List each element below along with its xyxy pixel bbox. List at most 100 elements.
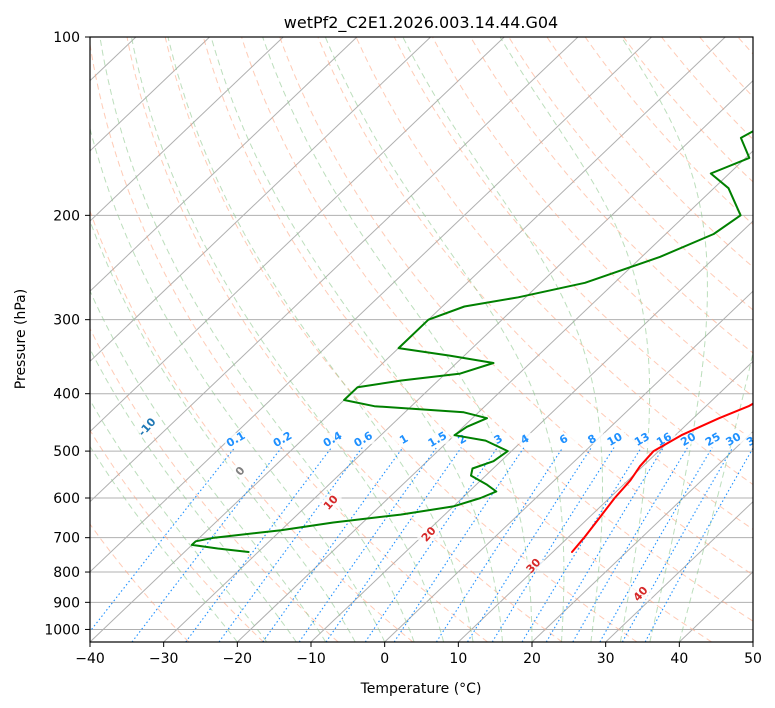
x-tick-label: −30 — [149, 651, 179, 667]
dry-adiabat-line — [90, 523, 190, 642]
dry-adiabat-line — [241, 37, 753, 622]
y-tick-label: 1000 — [44, 622, 80, 638]
moist-adiabat-line — [90, 289, 327, 642]
moist-adiabat-line — [402, 37, 603, 642]
mixing-ratio-label-bg — [722, 432, 745, 444]
mixing-ratio-line — [90, 447, 236, 633]
moist-adiabat-line — [620, 37, 708, 642]
y-axis-title: Pressure (hPa) — [13, 289, 29, 389]
y-tick-label: 700 — [53, 531, 80, 547]
mixing-ratio-line — [364, 447, 498, 642]
mixing-ratio-line — [131, 447, 283, 642]
x-tick-label: 0 — [380, 651, 389, 667]
mixing-ratio-label-bg — [552, 432, 575, 444]
isotherm-line — [531, 430, 753, 642]
dry-adiabat-line — [508, 37, 753, 311]
dry-adiabat-label-bg — [522, 559, 545, 572]
moist-adiabat-line — [210, 37, 503, 642]
mixing-ratio-label-bg — [631, 432, 654, 444]
x-tick-label: 10 — [449, 651, 467, 667]
isotherm-line — [90, 37, 358, 292]
isotherm-line — [90, 37, 505, 433]
isotherm-line — [236, 150, 753, 642]
dry-adiabat-line — [202, 37, 712, 642]
mixing-ratio-line — [644, 447, 753, 642]
temperature-profile-line — [571, 402, 753, 553]
mixing-ratio-label-bg — [604, 432, 627, 444]
mixing-ratio-label-bg — [702, 432, 725, 444]
mixing-ratio-label-bg — [271, 432, 294, 444]
mixing-ratio-label-bg — [581, 432, 604, 444]
plot-frame — [89, 36, 754, 643]
dry-adiabat-line — [317, 37, 753, 530]
mixing-ratio-label-bg — [451, 432, 474, 444]
x-tick-label: −10 — [296, 651, 326, 667]
dry-adiabat-line — [622, 37, 753, 183]
y-tick-label: 300 — [53, 313, 80, 329]
mixing-ratio-line — [325, 447, 462, 642]
mixing-ratio-line — [572, 447, 688, 642]
mixing-ratio-line — [185, 447, 332, 642]
y-tick-label: 500 — [53, 444, 80, 460]
moist-adiabat-line — [131, 37, 445, 642]
mixing-ratio-line — [393, 447, 525, 642]
y-tick-label: 200 — [53, 208, 80, 224]
moist-adiabat-line — [167, 37, 474, 642]
mixing-ratio-line — [218, 447, 363, 642]
dewpoint-profile-line — [190, 130, 753, 553]
x-tick-label: 30 — [597, 651, 615, 667]
dry-adiabat-line — [470, 37, 753, 354]
x-tick-label: −40 — [75, 651, 105, 667]
dry-adiabat-label-bg — [417, 527, 440, 540]
y-tick-label: 600 — [53, 491, 80, 507]
dry-adiabat-line — [661, 37, 753, 141]
mixing-ratio-label-bg — [393, 432, 416, 444]
dry-adiabat-label-bg — [135, 420, 158, 433]
x-axis-title: Temperature (°C) — [360, 681, 482, 697]
moist-adiabat-line — [324, 37, 565, 642]
mixing-ratio-label-bg — [677, 432, 700, 444]
dry-adiabat-line — [546, 37, 753, 268]
dry-adiabat-line — [164, 37, 638, 642]
dry-adiabat-line — [126, 37, 563, 642]
isotherm-line — [90, 37, 652, 573]
isotherm-line — [163, 80, 753, 642]
y-axis: 100 200 300 400 500 600 700 800 900 1000 — [44, 30, 90, 638]
y-tick-label: 900 — [53, 595, 80, 611]
dry-adiabat-label-bg — [228, 464, 251, 477]
mixing-ratio-label-bg — [653, 432, 676, 444]
dry-adiabat-label-bg — [629, 587, 652, 600]
mixing-ratio-label-bg — [321, 432, 344, 444]
y-tick-label: 400 — [53, 387, 80, 403]
y-tick-label: 100 — [53, 30, 80, 46]
moist-adiabat-line — [90, 219, 356, 642]
x-tick-label: −20 — [223, 651, 253, 667]
isotherm-line — [90, 37, 284, 222]
x-tick-label: 50 — [744, 651, 762, 667]
dry-adiabat-line — [90, 209, 414, 642]
mixing-ratio-label-bg — [487, 432, 510, 444]
moist-adiabat-line — [499, 37, 651, 642]
mixing-ratio-label: 36 — [744, 430, 764, 449]
mixing-ratio-line — [599, 447, 713, 642]
isotherm-line — [90, 37, 579, 503]
x-axis: −40 −30 −20 −10 0 10 20 30 40 50 — [75, 642, 762, 667]
x-tick-label: 40 — [670, 651, 688, 667]
mixing-ratio-label-bg — [514, 432, 537, 444]
mixing-ratio-line — [435, 447, 564, 642]
chart-title: wetPf2_C2E1.2026.003.14.44.G04 — [284, 13, 558, 33]
dry-adiabat-line — [355, 37, 753, 486]
dry-adiabat-label-bg — [319, 496, 342, 509]
moist-adiabat-line — [99, 37, 415, 642]
moist-adiabat-line — [678, 350, 753, 642]
moist-adiabat-line — [262, 37, 533, 642]
mixing-ratio-label-bg — [743, 432, 753, 444]
y-tick-label: 800 — [53, 565, 80, 581]
dry-adiabat-line — [432, 37, 753, 398]
isotherm-line — [384, 290, 753, 642]
mixing-ratio-label-bg — [225, 432, 248, 444]
isotherm-line — [457, 360, 753, 642]
isotherm-line — [310, 220, 753, 642]
mixing-ratio-line — [545, 447, 664, 642]
